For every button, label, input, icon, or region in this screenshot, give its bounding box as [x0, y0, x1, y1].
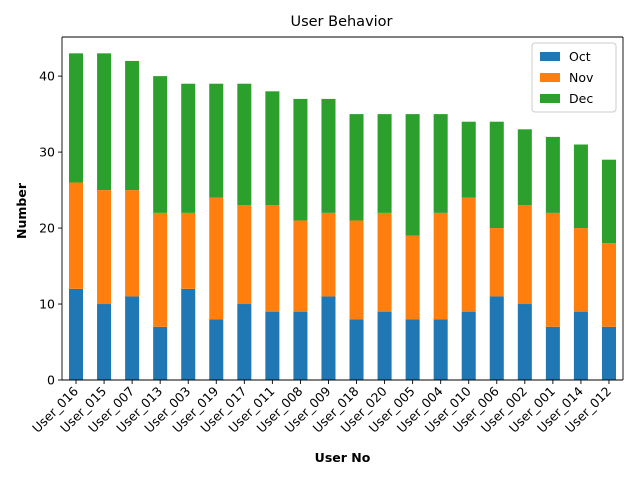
- bar-oct-user-005: [405, 319, 420, 380]
- bar-oct-user-013: [153, 326, 168, 380]
- bar-nov-user-009: [321, 212, 336, 297]
- bar-nov-user-007: [125, 190, 140, 297]
- bar-dec-user-020: [377, 114, 392, 213]
- bar-oct-user-019: [209, 319, 224, 380]
- bar-nov-user-018: [349, 220, 364, 320]
- bar-oct-user-011: [265, 311, 280, 380]
- bar-oct-user-007: [125, 296, 140, 380]
- y-tick-label: 40: [39, 69, 55, 84]
- bar-nov-user-002: [517, 205, 532, 305]
- bar-nov-user-008: [293, 220, 308, 312]
- bar-dec-user-009: [321, 98, 336, 213]
- bar-oct-user-016: [69, 288, 84, 380]
- bar-dec-user-006: [489, 121, 504, 229]
- bar-oct-user-002: [517, 304, 532, 380]
- bar-nov-user-011: [265, 205, 280, 312]
- bar-nov-user-012: [601, 243, 616, 327]
- x-axis-label: User No: [315, 450, 371, 465]
- bar-oct-user-008: [293, 311, 308, 380]
- bar-oct-user-017: [237, 304, 252, 380]
- bar-oct-user-018: [349, 319, 364, 380]
- y-axis-label: Number: [14, 182, 29, 239]
- bar-oct-user-006: [489, 296, 504, 380]
- bar-dec-user-004: [433, 114, 448, 213]
- bar-oct-user-020: [377, 311, 392, 380]
- bar-dec-user-001: [545, 136, 560, 213]
- legend: Oct Nov Dec: [531, 42, 617, 113]
- y-tick-label: 30: [39, 145, 55, 160]
- bar-dec-user-010: [461, 121, 476, 198]
- bar-dec-user-017: [237, 83, 252, 206]
- bars-group: [69, 53, 616, 380]
- bar-nov-user-020: [377, 212, 392, 312]
- bar-nov-user-006: [489, 228, 504, 297]
- legend-label-oct: Oct: [569, 49, 591, 64]
- bar-dec-user-018: [349, 114, 364, 221]
- bar-dec-user-011: [265, 91, 280, 206]
- bar-oct-user-014: [573, 311, 588, 380]
- bar-nov-user-005: [405, 235, 420, 320]
- bar-dec-user-016: [69, 53, 84, 183]
- legend-swatch-dec: [540, 94, 560, 103]
- bar-dec-user-013: [153, 76, 168, 213]
- bar-oct-user-010: [461, 311, 476, 380]
- y-tick-label: 20: [39, 221, 55, 236]
- bar-nov-user-004: [433, 212, 448, 320]
- bar-oct-user-001: [545, 326, 560, 380]
- bar-nov-user-019: [209, 197, 224, 320]
- bar-dec-user-008: [293, 98, 308, 221]
- bar-nov-user-017: [237, 205, 252, 305]
- bar-nov-user-010: [461, 197, 476, 312]
- bar-dec-user-012: [601, 159, 616, 244]
- bar-oct-user-004: [433, 319, 448, 380]
- bar-nov-user-016: [69, 182, 84, 289]
- legend-label-dec: Dec: [569, 91, 593, 106]
- bar-oct-user-003: [181, 288, 196, 380]
- chart-title: User Behavior: [290, 14, 392, 30]
- bar-nov-user-013: [153, 212, 168, 327]
- bar-dec-user-005: [405, 114, 420, 236]
- legend-swatch-nov: [540, 73, 560, 82]
- bar-nov-user-015: [97, 190, 112, 305]
- y-tick-label: 0: [47, 373, 55, 388]
- bar-dec-user-002: [517, 129, 532, 206]
- bar-dec-user-014: [573, 144, 588, 229]
- bar-nov-user-001: [545, 212, 560, 327]
- bar-oct-user-009: [321, 296, 336, 380]
- bar-nov-user-014: [573, 228, 588, 312]
- bar-dec-user-007: [125, 60, 140, 191]
- bar-nov-user-003: [181, 212, 196, 289]
- bar-oct-user-015: [97, 304, 112, 380]
- legend-label-nov: Nov: [569, 70, 594, 85]
- legend-swatch-oct: [540, 52, 560, 61]
- bar-dec-user-003: [181, 83, 196, 213]
- bar-oct-user-012: [601, 326, 616, 380]
- bar-dec-user-015: [97, 53, 112, 191]
- bar-dec-user-019: [209, 83, 224, 198]
- y-tick-label: 10: [39, 297, 55, 312]
